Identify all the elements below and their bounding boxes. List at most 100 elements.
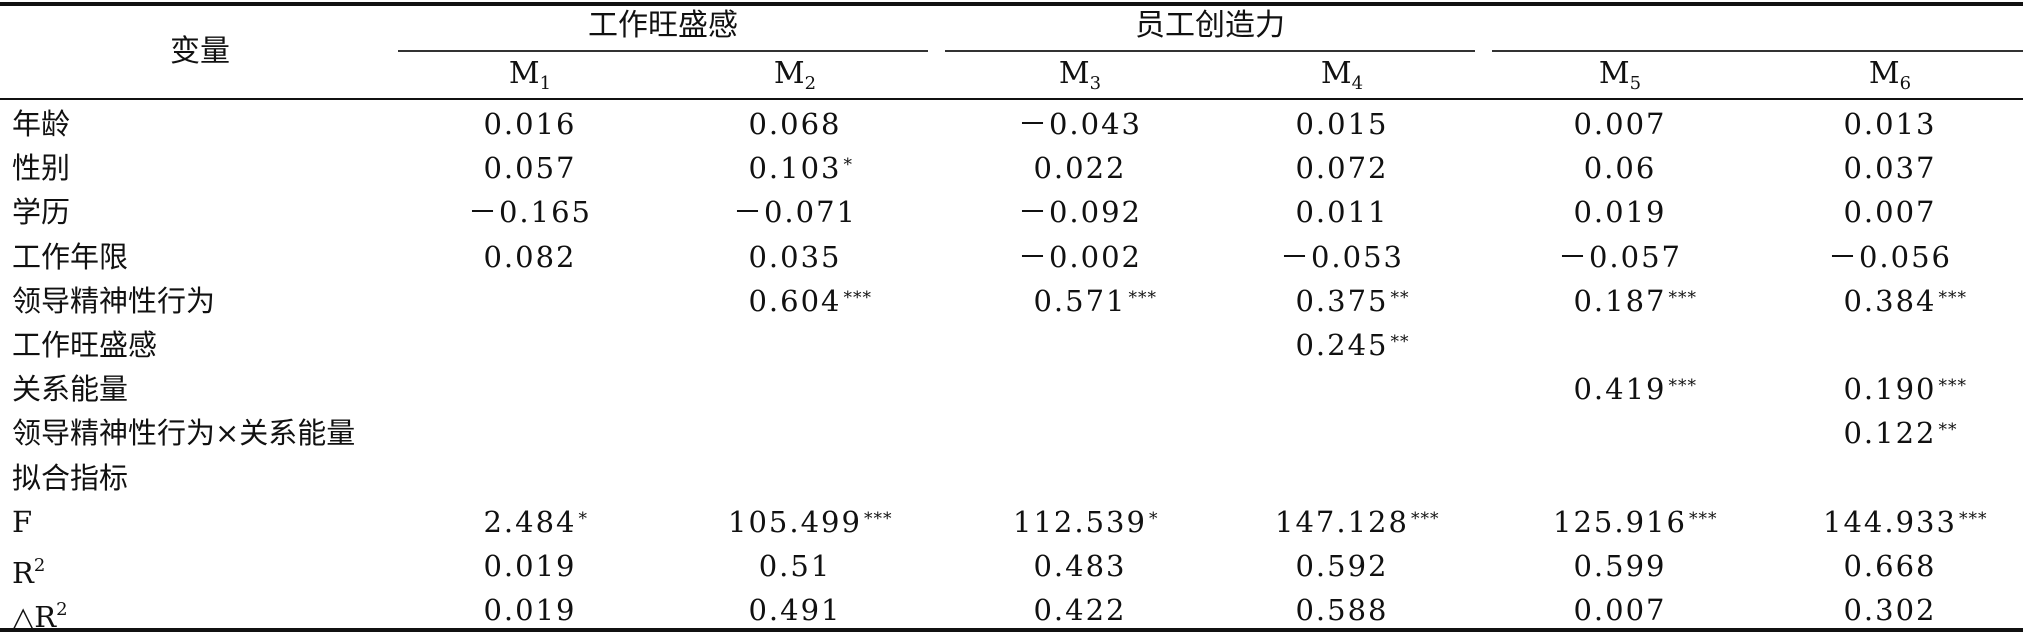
- significance-mark: ***: [1938, 287, 1968, 308]
- cell-value: 0.035: [748, 239, 842, 274]
- significance-mark: ***: [1938, 376, 1968, 397]
- table-cell: 0.082: [410, 235, 650, 279]
- table-cell: 125.916 ***: [1500, 500, 1740, 544]
- table-cell: －0.043: [960, 102, 1200, 146]
- group-header: 工作旺盛感: [588, 8, 738, 43]
- significance-mark: ***: [1688, 508, 1718, 529]
- table-cell: 0.604 ***: [675, 279, 915, 323]
- table-cell: 0.483: [960, 544, 1200, 588]
- cell-value: 0.022: [1033, 151, 1127, 186]
- row-label: △R2: [12, 588, 68, 635]
- row-label: 领导精神性行为: [12, 279, 215, 323]
- table-cell: 0.019: [410, 544, 650, 588]
- row-label: 领导精神性行为×关系能量: [12, 411, 355, 455]
- model-header: M4: [1222, 54, 1462, 104]
- cell-value: 125.916 ***: [1553, 505, 1716, 539]
- cell-value: －0.043: [1017, 107, 1143, 141]
- model-name: M: [1868, 56, 1900, 91]
- cell-value: 0.571 ***: [1033, 284, 1156, 318]
- cell-value: 0.037: [1843, 151, 1937, 186]
- cell-value: 0.103 *: [748, 151, 852, 185]
- row-label-text: F: [12, 504, 33, 539]
- model-index: 4: [1351, 73, 1364, 94]
- model-header: M2: [675, 54, 915, 104]
- significance-mark: **: [1390, 332, 1410, 352]
- table-cell: 0.037: [1770, 146, 2010, 190]
- group-underline: [398, 50, 928, 52]
- cell-value: 0.668: [1843, 549, 1937, 583]
- row-label-text: 学历: [12, 195, 71, 230]
- table-cell: 2.484 *: [410, 500, 650, 544]
- significance-mark: ***: [1958, 508, 1988, 529]
- table-cell: 0.375 **: [1222, 279, 1462, 323]
- cell-value: －0.071: [732, 195, 858, 230]
- model-header: M1: [410, 54, 650, 104]
- row-label-text: 关系能量: [12, 372, 129, 407]
- row-label-text: 工作年限: [12, 239, 129, 274]
- table-cell: 0.103 *: [675, 146, 915, 190]
- table-cell: 112.539 *: [960, 500, 1200, 544]
- table-cell: 0.072: [1222, 146, 1462, 190]
- row-label: 性别: [12, 146, 70, 190]
- top-rule: [0, 2, 2023, 6]
- table-cell: 0.06: [1500, 146, 1740, 190]
- cell-value: 0.190 ***: [1843, 372, 1966, 406]
- table-cell: 0.035: [675, 235, 915, 279]
- row-label-text: R: [12, 556, 34, 590]
- cell-value: 0.419 ***: [1573, 372, 1696, 406]
- group-header: 员工创造力: [1135, 8, 1285, 43]
- cell-value: 0.122 **: [1843, 416, 1956, 450]
- significance-mark: ***: [1128, 287, 1158, 308]
- table-cell: 0.007: [1770, 190, 2010, 234]
- table-cell: 0.599: [1500, 544, 1740, 588]
- cell-value: －0.056: [1827, 239, 1953, 274]
- significance-mark: ***: [863, 508, 893, 529]
- row-label-text: △R: [12, 600, 57, 635]
- table-cell: －0.002: [960, 235, 1200, 279]
- table-cell: 144.933 ***: [1770, 500, 2010, 544]
- cell-value: 0.019: [483, 593, 577, 628]
- model-header: M3: [960, 54, 1200, 104]
- cell-value: －0.057: [1557, 239, 1683, 274]
- table-cell: 0.019: [1500, 190, 1740, 234]
- model-index: 3: [1089, 73, 1102, 94]
- cell-value: 0.072: [1295, 151, 1389, 186]
- row-label: 年龄: [12, 102, 70, 146]
- cell-value: 0.082: [483, 239, 577, 274]
- table-cell: －0.056: [1770, 235, 2010, 279]
- model-name: M: [1598, 56, 1630, 91]
- cell-value: 105.499 ***: [728, 505, 891, 539]
- cell-value: 0.422: [1033, 593, 1127, 628]
- cell-value: 0.599: [1573, 549, 1667, 583]
- cell-value: 0.007: [1573, 107, 1667, 141]
- table-cell: 0.51: [675, 544, 915, 588]
- significance-mark: *: [578, 508, 589, 529]
- cell-value: 0.187 ***: [1573, 284, 1696, 318]
- cell-value: 0.007: [1573, 593, 1667, 628]
- header-variable: 变量: [170, 34, 230, 69]
- header-rule: [0, 98, 2023, 100]
- cell-value: 0.019: [1573, 195, 1667, 230]
- table-cell: 0.668: [1770, 544, 2010, 588]
- row-label-text: 拟合指标: [12, 460, 129, 495]
- cell-value: －0.165: [467, 195, 593, 230]
- table-cell: 105.499 ***: [675, 500, 915, 544]
- significance-mark: ***: [843, 287, 873, 308]
- group-underline: [1492, 50, 2023, 52]
- model-index: 5: [1629, 73, 1642, 94]
- model-name: M: [773, 56, 805, 91]
- table-cell: －0.057: [1500, 235, 1740, 279]
- table-cell: 0.016: [410, 102, 650, 146]
- row-label: 关系能量: [12, 367, 128, 411]
- cell-value: 0.483: [1033, 549, 1127, 583]
- table-cell: 0.015: [1222, 102, 1462, 146]
- cell-value: 147.128 ***: [1275, 505, 1438, 539]
- row-label-text: 领导精神性行为: [12, 283, 216, 318]
- cell-value: －0.053: [1279, 239, 1405, 274]
- cell-value: 0.011: [1295, 195, 1389, 230]
- significance-mark: ***: [1410, 508, 1440, 529]
- cell-value: －0.092: [1017, 195, 1143, 230]
- cell-value: 0.057: [483, 151, 577, 186]
- table-cell: 0.013: [1770, 102, 2010, 146]
- table-cell: 0.068: [675, 102, 915, 146]
